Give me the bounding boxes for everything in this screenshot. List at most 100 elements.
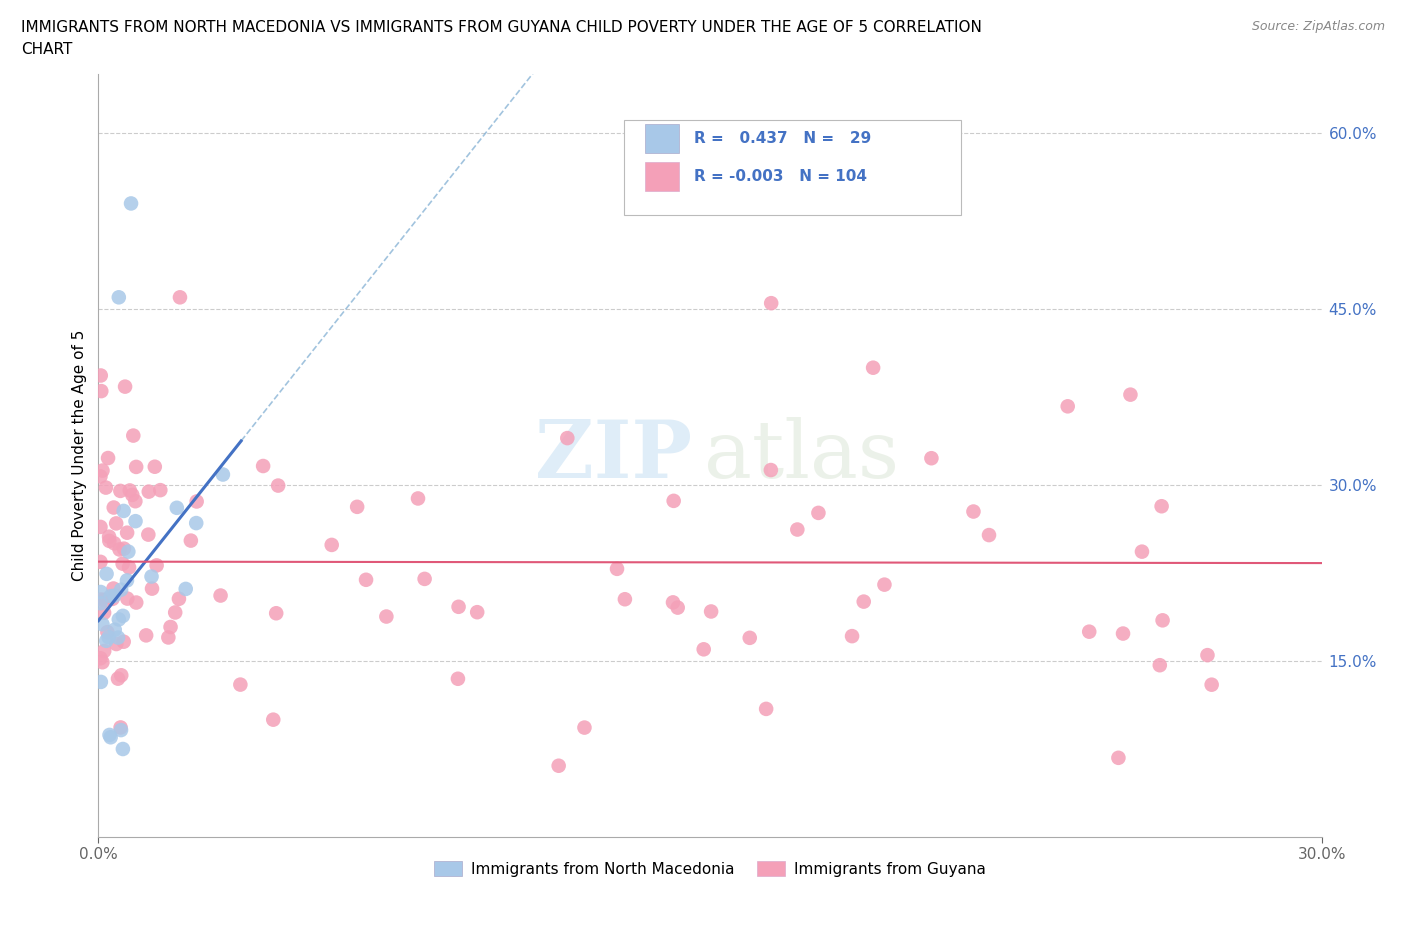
Point	[118, 483, 141, 498]
Point	[700, 604, 723, 619]
Point	[89, 651, 111, 666]
Point	[89, 520, 111, 535]
Point	[167, 591, 190, 606]
Point	[321, 538, 343, 552]
Text: atlas: atlas	[704, 417, 898, 495]
Point	[122, 428, 145, 443]
Point	[447, 599, 470, 614]
Point	[165, 605, 187, 620]
Point	[252, 458, 274, 473]
Point	[111, 608, 134, 623]
Point	[125, 595, 148, 610]
Point	[107, 671, 129, 686]
Point	[89, 469, 111, 484]
Point	[666, 600, 689, 615]
Point	[96, 566, 118, 581]
Point	[209, 588, 232, 603]
Point	[465, 604, 488, 619]
Point	[93, 644, 115, 658]
Point	[98, 529, 121, 544]
Point	[1152, 613, 1174, 628]
Point	[90, 384, 112, 399]
Text: R =   0.437   N =   29: R = 0.437 N = 29	[695, 131, 872, 146]
Point	[920, 451, 942, 466]
Point	[1130, 544, 1153, 559]
Point	[169, 290, 191, 305]
Point	[110, 723, 132, 737]
Point	[96, 625, 118, 640]
Point	[1078, 624, 1101, 639]
Point	[105, 636, 128, 651]
FancyBboxPatch shape	[624, 120, 960, 216]
Point	[143, 459, 166, 474]
Point	[1197, 647, 1219, 662]
Point	[101, 591, 124, 606]
Point	[90, 592, 112, 607]
Point	[103, 581, 125, 596]
Text: R = -0.003   N = 104: R = -0.003 N = 104	[695, 169, 868, 184]
Point	[115, 525, 138, 540]
Point	[104, 622, 127, 637]
Point	[103, 589, 125, 604]
Point	[613, 591, 636, 606]
Point	[120, 196, 142, 211]
Point	[90, 585, 112, 600]
Point	[110, 484, 132, 498]
Point	[759, 462, 782, 477]
Point	[159, 619, 181, 634]
Point	[186, 494, 208, 509]
Point	[91, 655, 114, 670]
Point	[862, 360, 884, 375]
Point	[97, 451, 120, 466]
Point	[114, 379, 136, 394]
Text: IMMIGRANTS FROM NORTH MACEDONIA VS IMMIGRANTS FROM GUYANA CHILD POVERTY UNDER TH: IMMIGRANTS FROM NORTH MACEDONIA VS IMMIG…	[21, 20, 981, 35]
Point	[574, 720, 596, 735]
Point	[108, 612, 131, 627]
Point	[97, 630, 120, 644]
Point	[107, 631, 129, 645]
Point	[138, 485, 160, 499]
Point	[89, 596, 111, 611]
Point	[117, 544, 139, 559]
Point	[118, 560, 141, 575]
Point	[852, 594, 875, 609]
Point	[738, 631, 761, 645]
Point	[124, 513, 146, 528]
Point	[98, 727, 121, 742]
Point	[262, 712, 284, 727]
Point	[111, 556, 134, 571]
Point	[141, 569, 163, 584]
Point	[149, 483, 172, 498]
Text: ZIP: ZIP	[534, 417, 692, 495]
Point	[174, 581, 197, 596]
Point	[786, 522, 808, 537]
Point	[108, 542, 131, 557]
Point	[112, 541, 135, 556]
Point	[90, 368, 112, 383]
Point	[91, 617, 114, 631]
Point	[406, 491, 429, 506]
Point	[138, 527, 160, 542]
Point	[267, 478, 290, 493]
Point	[125, 459, 148, 474]
Point	[117, 591, 139, 606]
Point	[110, 668, 132, 683]
Point	[761, 296, 783, 311]
Point	[105, 516, 128, 531]
Point	[547, 758, 569, 773]
Point	[212, 467, 235, 482]
Point	[90, 674, 112, 689]
Point	[447, 671, 470, 686]
Point	[110, 720, 132, 735]
Point	[346, 499, 368, 514]
Y-axis label: Child Poverty Under the Age of 5: Child Poverty Under the Age of 5	[72, 330, 87, 581]
Point	[264, 605, 287, 620]
Point	[606, 562, 628, 577]
Point	[1107, 751, 1129, 765]
Point	[186, 515, 208, 530]
Point	[91, 463, 114, 478]
Point	[135, 628, 157, 643]
Point	[111, 741, 134, 756]
Point	[96, 633, 118, 648]
Point	[977, 527, 1000, 542]
